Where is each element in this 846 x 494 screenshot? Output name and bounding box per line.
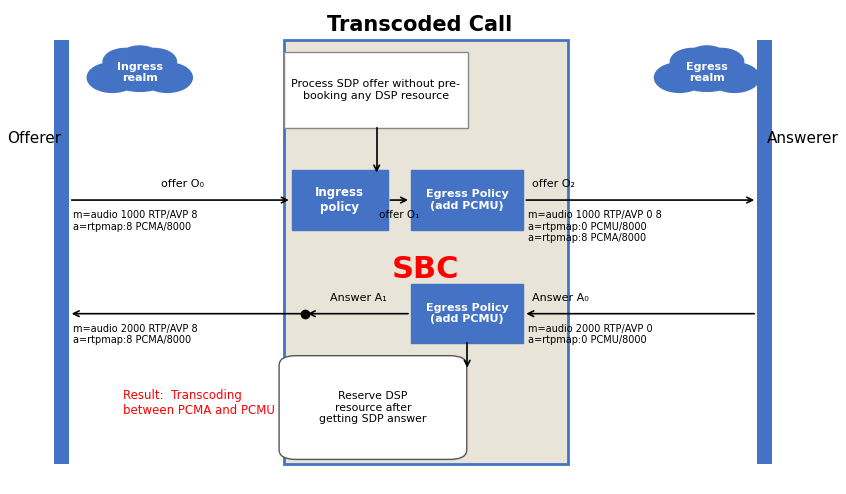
Circle shape (687, 46, 727, 70)
Circle shape (105, 50, 175, 91)
Circle shape (103, 48, 148, 75)
Text: Egress
realm: Egress realm (686, 62, 728, 83)
Text: Answer A₀: Answer A₀ (532, 293, 589, 303)
Text: offer O₁: offer O₁ (379, 210, 420, 220)
Circle shape (672, 50, 742, 91)
Text: Transcoded Call: Transcoded Call (327, 15, 512, 35)
Text: offer O₂: offer O₂ (532, 179, 574, 189)
Text: m=audio 1000 RTP/AVP 0 8
a=rtpmap:0 PCMU/8000
a=rtpmap:8 PCMA/8000: m=audio 1000 RTP/AVP 0 8 a=rtpmap:0 PCMU… (528, 210, 662, 243)
Text: m=audio 2000 RTP/AVP 0
a=rtpmap:0 PCMU/8000: m=audio 2000 RTP/AVP 0 a=rtpmap:0 PCMU/8… (528, 324, 652, 345)
Text: Egress Policy
(add PCMU): Egress Policy (add PCMU) (426, 189, 508, 211)
FancyBboxPatch shape (411, 284, 524, 343)
Circle shape (655, 63, 705, 92)
Text: Offerer: Offerer (7, 131, 61, 146)
Circle shape (142, 63, 192, 92)
Circle shape (131, 48, 177, 75)
FancyBboxPatch shape (284, 52, 468, 128)
FancyBboxPatch shape (292, 170, 387, 230)
FancyBboxPatch shape (757, 40, 772, 464)
Text: Ingress
realm: Ingress realm (117, 62, 162, 83)
Text: Answer A₁: Answer A₁ (330, 293, 387, 303)
FancyBboxPatch shape (54, 40, 69, 464)
Text: m=audio 2000 RTP/AVP 8
a=rtpmap:8 PCMA/8000: m=audio 2000 RTP/AVP 8 a=rtpmap:8 PCMA/8… (73, 324, 198, 345)
Text: offer O₀: offer O₀ (161, 179, 204, 189)
FancyBboxPatch shape (284, 40, 568, 464)
FancyBboxPatch shape (94, 69, 185, 86)
Circle shape (699, 48, 744, 75)
FancyBboxPatch shape (411, 170, 524, 230)
Circle shape (87, 63, 137, 92)
Text: m=audio 1000 RTP/AVP 8
a=rtpmap:8 PCMA/8000: m=audio 1000 RTP/AVP 8 a=rtpmap:8 PCMA/8… (73, 210, 198, 232)
Text: Egress Policy
(add PCMU): Egress Policy (add PCMU) (426, 303, 508, 325)
Text: Answerer: Answerer (767, 131, 839, 146)
FancyBboxPatch shape (661, 69, 753, 86)
Text: Reserve DSP
resource after
getting SDP answer: Reserve DSP resource after getting SDP a… (319, 391, 426, 424)
Text: Process SDP offer without pre-
booking any DSP resource: Process SDP offer without pre- booking a… (291, 80, 460, 101)
Circle shape (710, 63, 760, 92)
Circle shape (120, 46, 160, 70)
Text: Result:  Transcoding
between PCMA and PCMU: Result: Transcoding between PCMA and PCM… (124, 389, 275, 416)
Circle shape (670, 48, 716, 75)
FancyBboxPatch shape (279, 356, 467, 459)
Text: Ingress
policy: Ingress policy (315, 186, 364, 214)
Text: SBC: SBC (393, 255, 459, 284)
